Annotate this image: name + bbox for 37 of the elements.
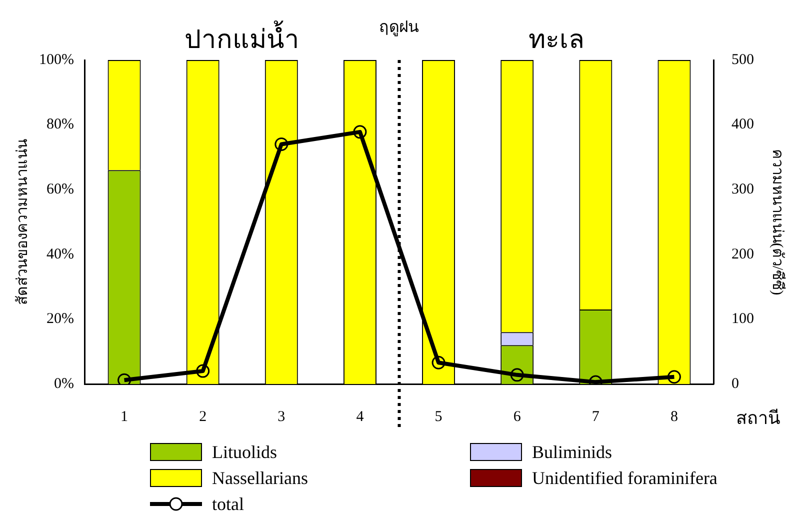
x-tick-label: 6 [513,408,522,425]
x-axis-title: สถานี [736,408,780,428]
y-tick-label: 20% [46,311,74,328]
y-tick-label: 0% [54,376,74,392]
y2-tick-label: 0 [732,376,739,392]
legend-label: Lituolids [212,442,278,462]
x-tick-label: 3 [278,408,286,425]
y2-tick-label: 400 [732,116,754,133]
y2-tick-label: 200 [732,246,754,262]
ref-line-label: ฤดูฝน [379,19,420,37]
point [510,368,524,382]
x-tick-label: 8 [670,408,678,425]
x-tick-label: 7 [592,408,600,425]
point [274,137,288,151]
y2-tick-label: 100 [732,311,754,328]
y-tick-label: 60% [46,182,74,198]
x-tick-label: 2 [199,408,207,425]
y-tick-label: 40% [46,246,74,262]
y-tick-label: 80% [46,116,74,133]
point [353,125,367,139]
x-tick-label: 4 [356,408,364,425]
point [667,370,681,384]
y2-tick-label: 500 [732,52,754,68]
y2-tick-label: 300 [732,182,754,198]
x-tick-label: 5 [434,408,442,425]
y2-axis-title: ความหนาแน่น(ตัว/ซีซี) [769,148,786,296]
text: ปากแม่น้ำ [184,20,300,54]
legend-label: Nassellarians [212,468,308,488]
legend-label: Buliminids [532,442,612,462]
y-axis-title: สัดส่วนของความหนาแน่น [14,139,31,305]
point [196,364,210,378]
y-tick-label: 100% [38,52,74,68]
x-tick-label: 1 [120,408,128,425]
legend-label: total [212,494,244,514]
point [432,356,446,370]
text: ทะเล [528,25,584,54]
legend-label: Unidentified foraminifera [532,468,718,488]
